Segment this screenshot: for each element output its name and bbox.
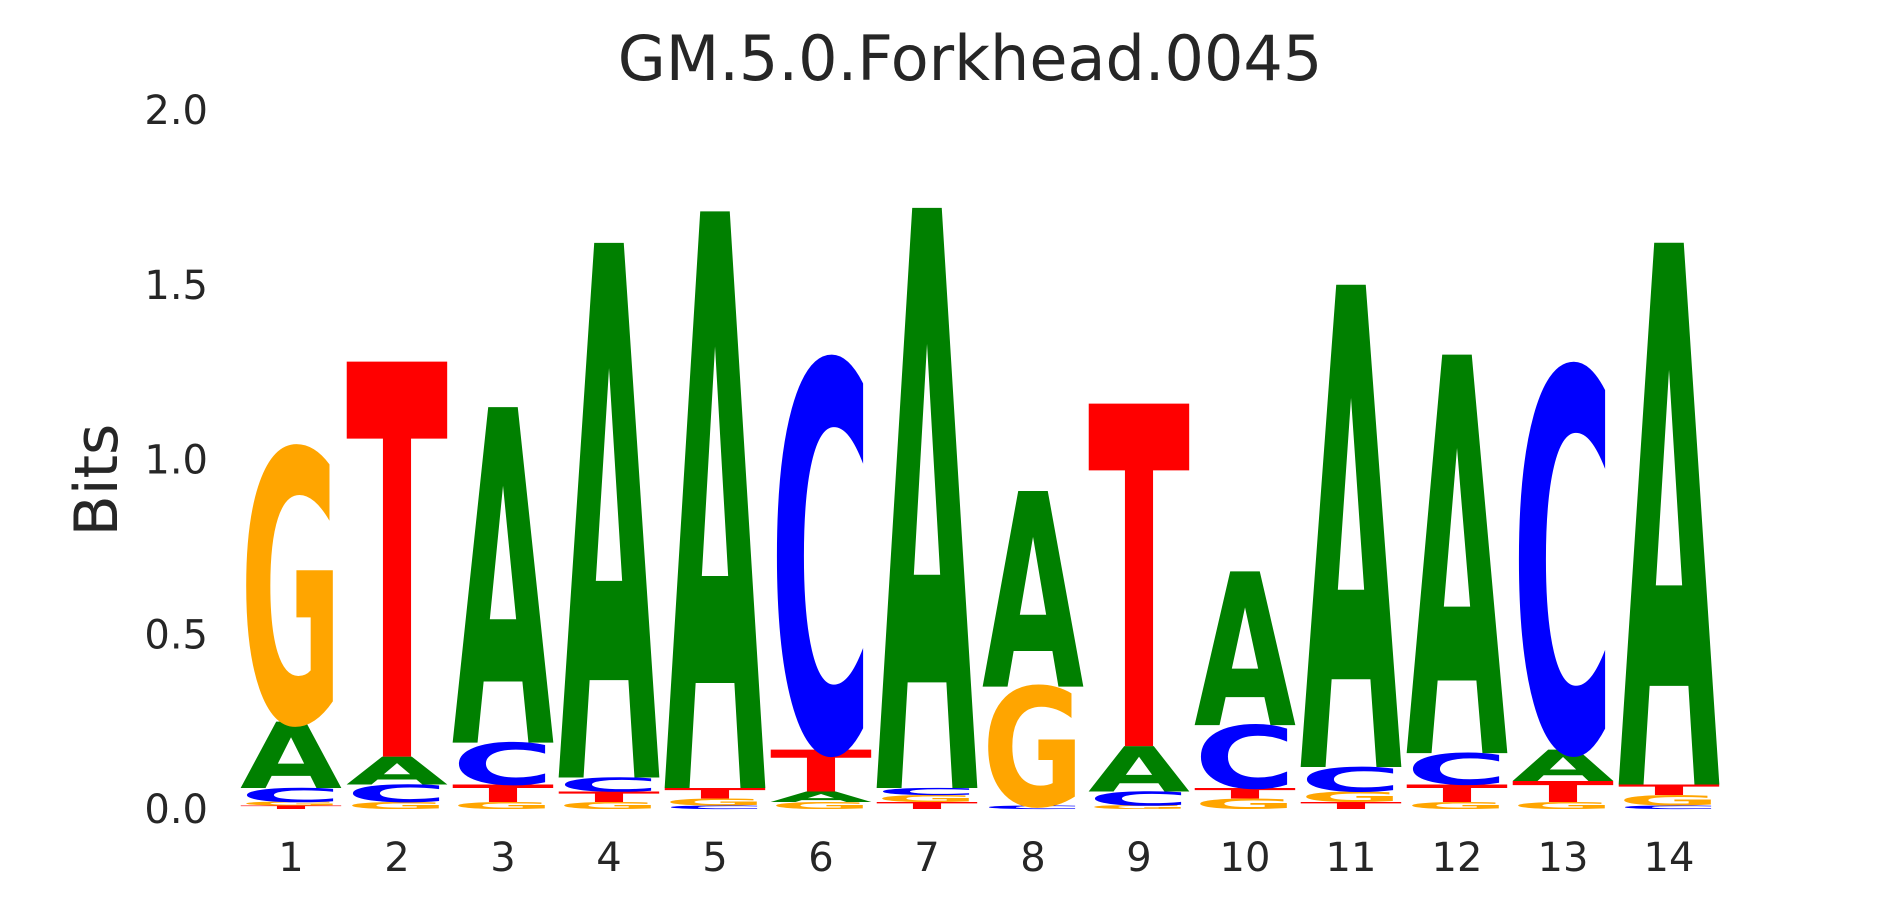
logo-letter-C: C <box>1088 788 1190 810</box>
logo-letter-G: G <box>1406 800 1508 811</box>
logo-letter-G: G <box>240 374 342 810</box>
logo-letter-T: T <box>452 780 554 808</box>
chart-title: GM.5.0.Forkhead.0045 <box>618 22 1323 95</box>
logo-letter-C: C <box>346 780 448 808</box>
logo-letter-G: G <box>1512 800 1614 811</box>
y-tick-label: 1.5 <box>144 263 208 309</box>
x-tick-label: 11 <box>1326 835 1377 881</box>
logo-letter-C: C <box>1512 266 1614 874</box>
x-tick-label: 3 <box>490 835 515 881</box>
logo-letter-C: C <box>876 786 978 797</box>
logo-letter-G: G <box>1088 805 1190 811</box>
logo-letter-C: C <box>1300 760 1402 799</box>
logo-letter-T: T <box>770 738 872 805</box>
logo-letter-C: C <box>982 805 1084 811</box>
logo-letter-T: T <box>1406 780 1508 808</box>
logo-letter-T: T <box>1512 776 1614 809</box>
logo-letter-C: C <box>1618 805 1720 811</box>
y-axis-ticks: 0.0 0.5 1.0 1.5 2.0 <box>144 88 208 833</box>
logo-letter-G: G <box>876 793 978 804</box>
x-tick-label: 1 <box>278 835 303 881</box>
logo-stack: CGA <box>982 438 1084 845</box>
logo-letter-A: A <box>876 50 979 900</box>
x-tick-label: 5 <box>702 835 727 881</box>
logo-letter-C: C <box>770 256 872 876</box>
logo-letter-C: C <box>664 805 766 811</box>
logo-letter-T: T <box>1618 782 1720 799</box>
logo-letter-C: C <box>240 784 342 806</box>
logo-letter-G: G <box>1300 789 1402 806</box>
logo-letter-G: G <box>1618 792 1720 809</box>
logo-letter-A: A <box>1406 246 1509 883</box>
logo-letter-C: C <box>452 732 554 799</box>
logo-letter-T: T <box>1194 785 1296 802</box>
logo-letter-G: G <box>240 801 342 807</box>
logo-letter-A: A <box>240 704 342 810</box>
logo-letter-G: G <box>770 800 872 811</box>
y-axis-label: Bits <box>62 424 132 537</box>
logo-letter-G: G <box>1194 796 1296 813</box>
x-tick-label: 2 <box>384 835 409 881</box>
y-tick-label: 1.0 <box>144 438 208 484</box>
logo-letter-C: C <box>1194 709 1296 809</box>
logo-letter-A: A <box>346 749 448 794</box>
x-tick-label: 7 <box>914 835 939 881</box>
x-tick-label: 8 <box>1020 835 1045 881</box>
logo-letter-T: T <box>346 254 449 885</box>
y-tick-label: 2.0 <box>144 88 208 134</box>
x-tick-label: 9 <box>1126 835 1151 881</box>
logo-letter-C: C <box>558 774 660 796</box>
logo-letter-G: G <box>982 655 1084 845</box>
logo-letter-A: A <box>982 438 1084 750</box>
logo-letter-G: G <box>346 800 448 811</box>
x-tick-label: 14 <box>1644 835 1695 881</box>
x-tick-label: 12 <box>1432 835 1483 881</box>
logo-letter-G: G <box>664 797 766 808</box>
logo-letter-T: T <box>1088 311 1191 858</box>
logo-letter-A: A <box>452 316 555 852</box>
logo-letter-T: T <box>876 800 978 811</box>
logo-letter-T: T <box>558 789 660 806</box>
x-tick-label: 6 <box>808 835 833 881</box>
logo-letter-A: A <box>558 98 661 900</box>
logo-letter-A: A <box>1512 741 1614 791</box>
logo-letter-T: T <box>240 805 342 811</box>
x-axis-ticks: 1 2 3 4 5 6 7 8 9 10 11 12 13 14 <box>278 835 1694 881</box>
x-tick-label: 10 <box>1220 835 1271 881</box>
logo-letter-G: G <box>558 800 660 811</box>
logo-letter-A: A <box>1088 734 1190 807</box>
logo-letter-A: A <box>1618 95 1721 900</box>
y-tick-label: 0.5 <box>144 612 208 658</box>
logo-letter-C: C <box>1406 745 1508 795</box>
logo-letter-T: T <box>1300 800 1402 811</box>
logo-letter-A: A <box>1300 154 1403 900</box>
y-tick-label: 0.0 <box>144 787 208 833</box>
x-tick-label: 4 <box>596 835 621 881</box>
logo-letter-A: A <box>770 789 873 806</box>
logo-letter-T: T <box>664 785 766 802</box>
logo-letter-G: G <box>452 800 554 811</box>
logo-letter-A: A <box>1194 531 1296 776</box>
x-tick-label: 13 <box>1538 835 1589 881</box>
logo-letter-A: A <box>664 54 767 900</box>
